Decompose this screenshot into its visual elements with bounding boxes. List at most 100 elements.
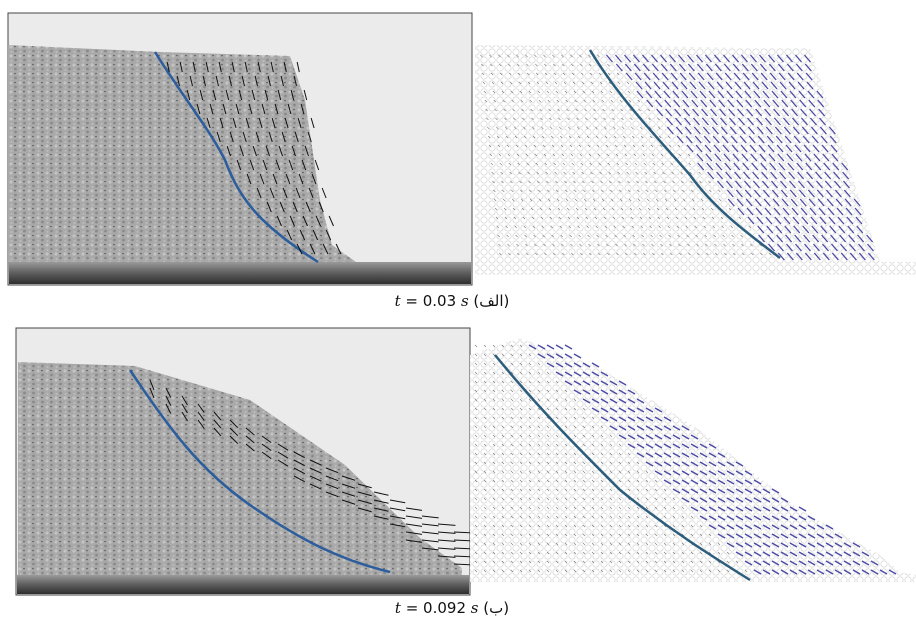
arrow: [683, 207, 687, 211]
arrow: [654, 479, 658, 483]
arrow: [510, 416, 514, 420]
arrow: [510, 344, 514, 348]
arrow: [723, 63, 731, 72]
arrow: [528, 524, 532, 528]
arrow: [568, 126, 571, 130]
arrow: [602, 108, 605, 112]
arrow: [775, 135, 783, 144]
arrow: [764, 108, 772, 117]
arrow: [474, 443, 478, 447]
arrow: [492, 452, 496, 456]
arrow: [591, 180, 594, 184]
arrow: [564, 425, 568, 429]
arrow: [588, 243, 591, 247]
arrow: [216, 131, 221, 143]
arrow: [405, 515, 423, 519]
arrow: [582, 569, 586, 573]
arrow: [613, 126, 616, 130]
arrow: [652, 162, 655, 166]
arrow: [829, 225, 837, 234]
arrow: [642, 243, 645, 247]
arrow: [561, 54, 564, 58]
arrow: [506, 144, 510, 148]
arrow: [529, 189, 532, 193]
arrow: [717, 524, 726, 530]
arrow: [782, 117, 790, 126]
arrow: [598, 252, 601, 256]
arrow: [573, 461, 577, 465]
arrow: [824, 171, 832, 180]
arrow: [780, 497, 789, 503]
arrow: [744, 189, 752, 198]
arrow: [798, 533, 807, 539]
arrow: [341, 483, 356, 489]
arrow: [492, 434, 496, 438]
arrow: [213, 411, 222, 421]
arrow: [483, 497, 487, 501]
arrow: [783, 216, 791, 225]
arrow: [501, 398, 505, 402]
arrow: [285, 173, 291, 185]
arrow: [794, 144, 802, 153]
arrow: [523, 225, 526, 229]
arrow: [698, 171, 701, 175]
arrow: [309, 459, 322, 466]
arrow: [645, 434, 654, 440]
arrow: [790, 99, 798, 108]
arrow: [507, 243, 510, 247]
arrow: [708, 533, 712, 537]
arrow: [627, 389, 636, 395]
arrow: [523, 135, 527, 139]
arrow: [787, 162, 795, 171]
arrow: [684, 216, 688, 220]
arrow: [519, 479, 523, 483]
arrow: [858, 252, 866, 261]
arrow: [636, 398, 645, 404]
arrow: [528, 443, 532, 447]
arrow: [618, 425, 627, 431]
arrow: [810, 126, 818, 135]
arrow: [492, 569, 496, 573]
arrow: [594, 117, 597, 121]
arrow: [789, 90, 797, 99]
arrow: [765, 216, 773, 225]
arrow: [726, 560, 730, 564]
arrow: [600, 551, 604, 555]
arrow: [552, 153, 556, 157]
arrow: [627, 479, 631, 483]
arrow: [373, 515, 389, 520]
arrow: [218, 61, 222, 73]
arrow: [229, 435, 239, 444]
arrow: [577, 225, 580, 229]
arrow: [357, 491, 372, 497]
arrow: [389, 523, 406, 528]
arrow: [600, 497, 604, 501]
arrow: [833, 180, 841, 189]
arrow: [501, 380, 505, 384]
arrow: [735, 542, 744, 548]
arrow: [788, 81, 796, 90]
arrow: [501, 524, 505, 528]
arrow: [564, 470, 568, 474]
arrow: [707, 171, 715, 180]
arrow: [582, 380, 591, 386]
arrow: [537, 533, 541, 537]
arrow: [708, 524, 717, 530]
arrow: [501, 407, 505, 411]
arrow: [714, 243, 717, 247]
arrow: [483, 488, 487, 492]
arrow: [834, 542, 843, 548]
arrow: [627, 542, 631, 546]
arrow: [664, 198, 668, 202]
arrow: [492, 479, 496, 483]
arrow: [545, 171, 548, 175]
arrow: [642, 153, 646, 157]
arrow: [492, 497, 496, 501]
arrow: [699, 569, 703, 573]
arrow: [666, 126, 674, 135]
arrow: [609, 488, 613, 492]
arrow: [474, 560, 478, 564]
arrow: [822, 252, 830, 261]
arrow: [633, 63, 641, 72]
arrow: [519, 506, 523, 510]
